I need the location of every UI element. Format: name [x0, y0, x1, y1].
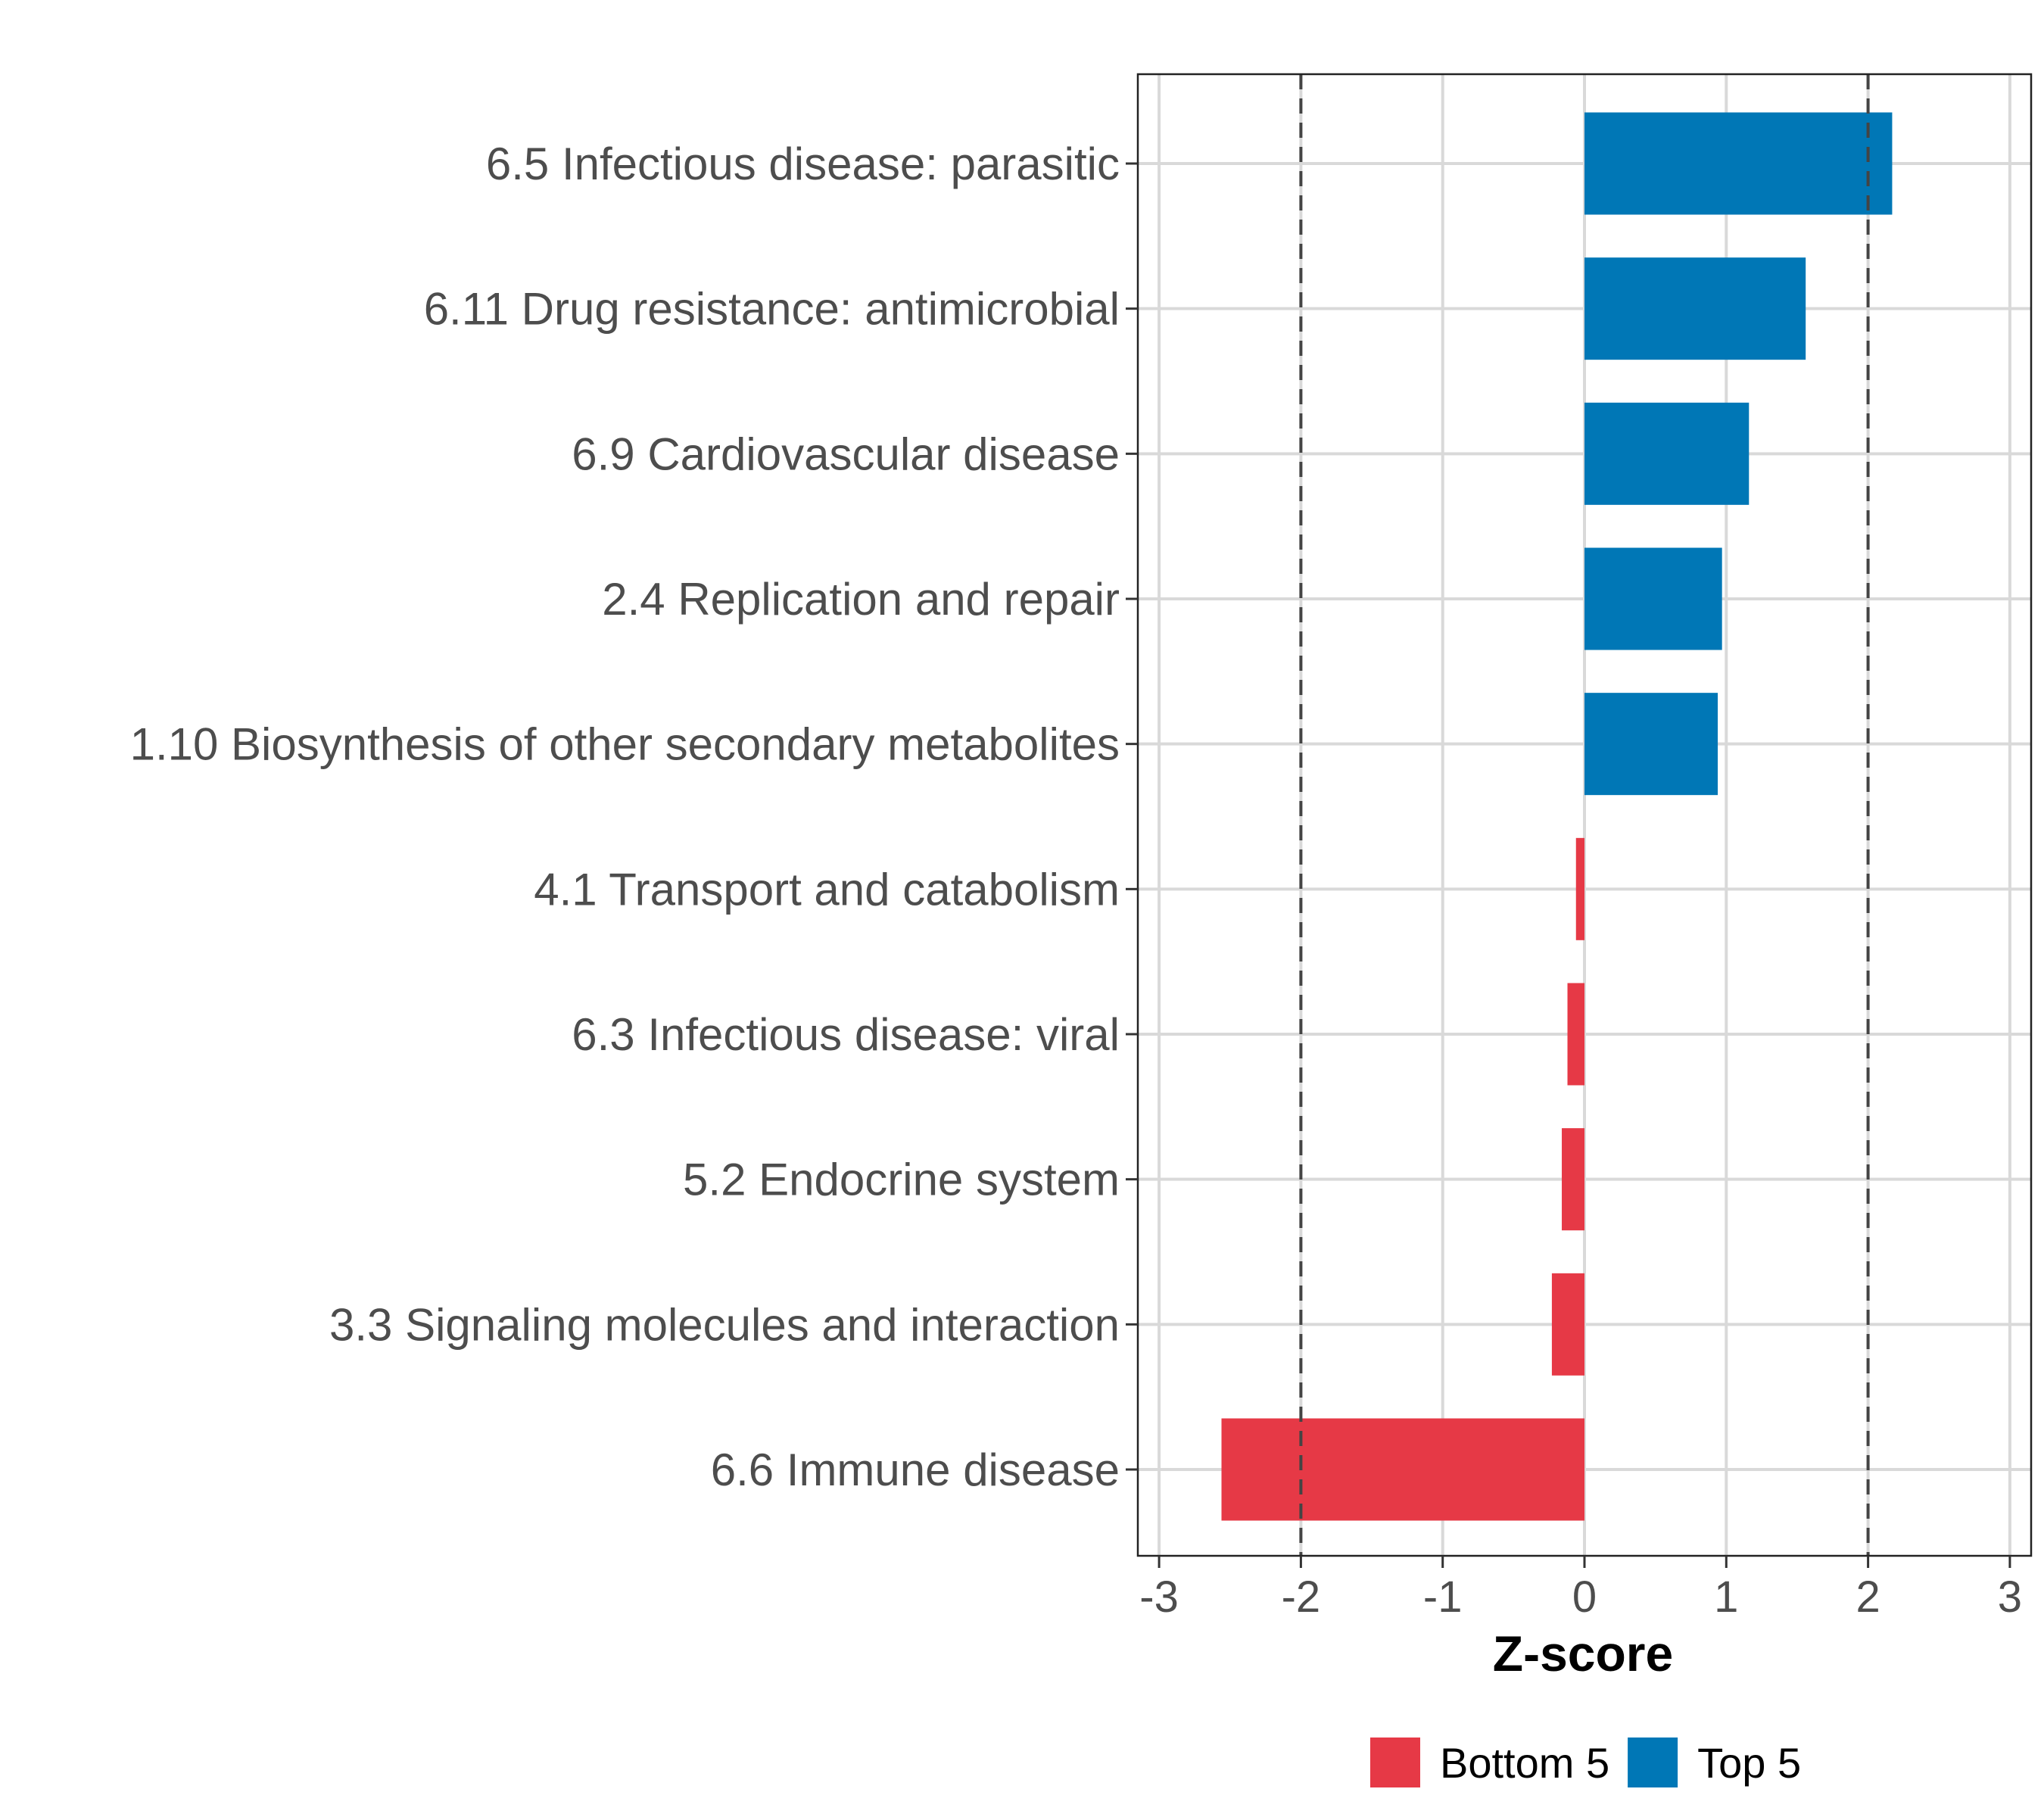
y-tick-label: 6.11 Drug resistance: antimicrobial: [424, 284, 1120, 335]
x-tick-label: 3: [1998, 1572, 2022, 1622]
x-tick-label: -3: [1139, 1572, 1179, 1622]
y-tick-label: 3.3 Signaling molecules and interaction: [329, 1299, 1120, 1350]
y-tick-label: 6.6 Immune disease: [711, 1445, 1120, 1495]
x-tick-label: 2: [1855, 1572, 1880, 1622]
bar: [1584, 257, 1806, 360]
y-tick-label: 6.9 Cardiovascular disease: [572, 429, 1120, 479]
bar: [1221, 1418, 1584, 1521]
y-tick-label: 6.5 Infectious disease: parasitic: [486, 139, 1120, 189]
y-axis: 6.5 Infectious disease: parasitic 6.11 Dr…: [130, 139, 1138, 1495]
reference-lines: [1299, 74, 1870, 1556]
bar: [1567, 983, 1584, 1086]
x-tick-label: -1: [1423, 1572, 1463, 1622]
legend: Bottom 5 Top 5: [1370, 1738, 1801, 1787]
bars: [1221, 112, 1893, 1521]
legend-swatch: [1370, 1738, 1420, 1787]
bar: [1562, 1128, 1584, 1231]
x-tick-label: -2: [1282, 1572, 1321, 1622]
y-tick-label: 5.2 Endocrine system: [683, 1155, 1120, 1205]
bar: [1584, 693, 1718, 796]
x-tick-label: 1: [1714, 1572, 1738, 1622]
y-tick-label: 1.10 Biosynthesis of other secondary met…: [130, 719, 1120, 770]
y-tick-label: 4.1 Transport and catabolism: [534, 864, 1120, 915]
bar: [1584, 402, 1750, 505]
x-tick-label: 0: [1572, 1572, 1597, 1622]
bar: [1575, 837, 1584, 940]
x-axis: -3 -2 -1 0 1 2 3: [1139, 1556, 2022, 1622]
x-axis-title: Z-score: [1493, 1625, 1673, 1681]
legend-swatch: [1628, 1738, 1678, 1787]
bar: [1551, 1273, 1584, 1376]
legend-label: Top 5: [1697, 1739, 1801, 1787]
legend-label: Bottom 5: [1440, 1739, 1609, 1787]
y-tick-label: 2.4 Replication and repair: [602, 574, 1120, 625]
y-tick-label: 6.3 Infectious disease: viral: [572, 1009, 1120, 1060]
bar: [1584, 547, 1722, 650]
bar: [1584, 112, 1893, 215]
